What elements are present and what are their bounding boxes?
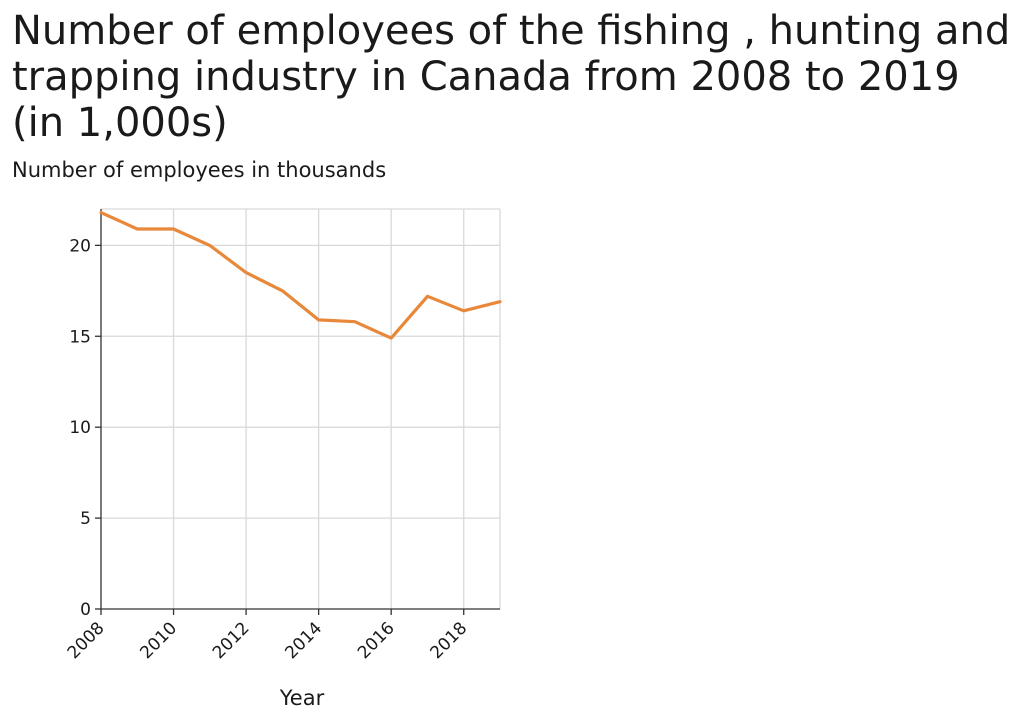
x-tick-label: 2008 <box>64 618 109 663</box>
y-tick-label: 15 <box>69 327 91 347</box>
tick-labels: 0 5 10 15 20 2008 2010 2012 2014 2016 2018 <box>64 236 471 663</box>
grid-layer <box>101 208 501 609</box>
series-line <box>99 211 502 340</box>
y-tick-label: 0 <box>80 600 91 620</box>
x-tick-label: 2010 <box>136 618 181 663</box>
x-axis-title: Year <box>279 686 325 710</box>
x-tick-label: 2016 <box>354 618 399 663</box>
x-tick-label: 2012 <box>209 618 254 663</box>
x-tick-label: 2014 <box>281 618 326 663</box>
y-tick-label: 10 <box>69 418 91 438</box>
y-tick-label: 5 <box>80 509 91 529</box>
series-layer <box>99 211 502 340</box>
x-tick-label: 2018 <box>427 618 472 663</box>
y-tick-label: 20 <box>69 236 91 256</box>
y-axis-title: Number of employees in thousands <box>12 158 387 182</box>
axis-layer <box>95 209 500 615</box>
chart-title: Number of employees of the fishing , hun… <box>12 8 1011 146</box>
